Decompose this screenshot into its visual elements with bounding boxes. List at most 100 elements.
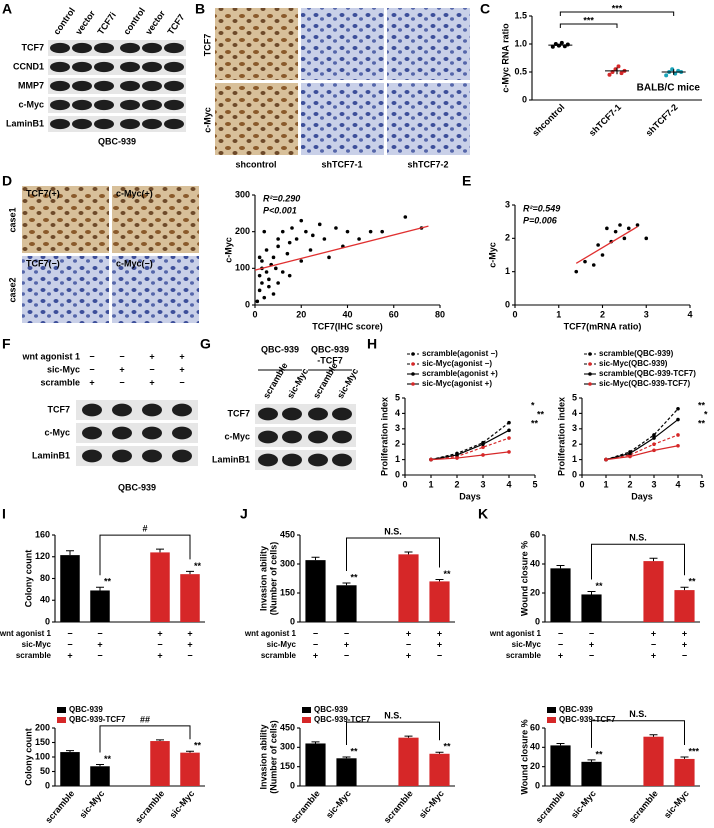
- y-tick-label: 60: [530, 529, 540, 539]
- image-label: c-Myc(+): [116, 188, 153, 198]
- x-tick-label: 60: [389, 309, 399, 319]
- y-tick-label: 60: [530, 722, 540, 732]
- y-tick-label: 1.5: [514, 10, 527, 20]
- y-tick-label: 300: [280, 558, 295, 568]
- condition-label: sic-Myc: [22, 640, 52, 649]
- blot-band: [50, 42, 70, 54]
- lane-label: control: [121, 6, 147, 37]
- blot-row-label: LaminB1: [32, 450, 70, 460]
- x-tick-label: sic-Myc: [77, 788, 106, 820]
- comparison-bracket: [99, 725, 191, 753]
- data-point: [622, 236, 627, 241]
- bar: [60, 555, 80, 622]
- comparison-bracket: [346, 537, 440, 571]
- blot-band: [332, 430, 352, 444]
- lane-label: control: [51, 6, 77, 37]
- series-line: [430, 451, 510, 461]
- error-bar: [66, 750, 74, 753]
- blot-band: [142, 449, 162, 463]
- blot-caption: QBC-939: [98, 136, 136, 146]
- y-tick-label: 0: [245, 299, 250, 309]
- legend-label: QBC-939-TCF7: [69, 715, 126, 724]
- y-axis-label: Wound closure %: [519, 719, 529, 794]
- legend-label: QBC-939: [314, 705, 348, 714]
- error-bar: [587, 759, 596, 762]
- condition-mark: −: [97, 650, 102, 660]
- blot-band: [164, 118, 184, 130]
- y-tick-label: 100: [235, 263, 250, 273]
- y-tick-label: 0: [290, 780, 295, 790]
- y-tick-label: 5: [395, 392, 400, 402]
- condition-mark: +: [119, 364, 124, 374]
- x-tick-label: 0: [512, 309, 517, 319]
- x-axis-label: Days: [631, 491, 653, 501]
- significance-label: **: [104, 754, 112, 764]
- condition-mark: +: [437, 639, 442, 649]
- error-bar: [156, 548, 164, 553]
- error-bar: [587, 591, 596, 595]
- y-tick-label: 1: [572, 454, 577, 464]
- data-point: [276, 244, 280, 249]
- significance-label: **: [194, 741, 202, 751]
- blot-band: [120, 118, 140, 130]
- y-tick-label: 0: [45, 780, 50, 790]
- significance-label: ***: [612, 3, 623, 13]
- data-point: [287, 273, 292, 278]
- bar: [643, 736, 664, 786]
- blot-row-label: c-Myc: [44, 427, 70, 437]
- series-line: [605, 408, 679, 461]
- y-tick-label: 2: [395, 439, 400, 449]
- x-tick-label: 2: [600, 309, 605, 319]
- comparison-bracket: [591, 543, 685, 580]
- y-tick-label: 50: [40, 766, 50, 776]
- data-point: [550, 44, 555, 49]
- lane-label: sic-Myc: [335, 367, 360, 401]
- error-bar: [311, 556, 320, 561]
- data-point: [583, 259, 587, 264]
- row-label: c-Myc: [202, 107, 212, 133]
- data-point: [565, 42, 570, 47]
- legend-marker: [588, 352, 592, 356]
- ihc-image: [22, 186, 109, 253]
- legend-label: sic-Myc(QBC-939): [599, 359, 668, 368]
- bar: [643, 561, 664, 622]
- data-point: [368, 229, 373, 234]
- x-axis-label: TCF7(IHC score): [312, 321, 383, 331]
- legend-marker: [588, 372, 592, 376]
- data-point: [276, 281, 280, 285]
- significance-label: **: [444, 742, 452, 752]
- blot-band: [258, 407, 278, 421]
- ihc-image: [112, 186, 199, 253]
- blot-row-label: MMP7: [18, 80, 44, 90]
- y-axis-label: Wound closure %: [519, 541, 529, 616]
- data-point: [260, 259, 264, 263]
- annotation: BALB/C mice: [637, 83, 701, 94]
- series-line: [430, 437, 510, 461]
- condition-mark: +: [558, 650, 563, 660]
- condition-mark: −: [313, 628, 318, 638]
- y-axis-label: Proliferation index: [556, 397, 566, 476]
- series-marker: [507, 450, 511, 454]
- y-axis-label: Proliferation index: [379, 397, 389, 476]
- data-point: [317, 222, 322, 227]
- y-tick-label: 80: [40, 573, 50, 583]
- condition-mark: +: [89, 377, 94, 387]
- blot-row-label: LaminB1: [6, 118, 44, 128]
- panel-letter: D: [2, 173, 12, 189]
- group-label: -TCF7: [317, 355, 343, 365]
- column-label: shTCF7-2: [407, 159, 448, 169]
- blot-row-label: TCF7: [22, 42, 45, 52]
- blot-row-label: CCND1: [13, 61, 44, 71]
- condition-mark: −: [437, 650, 442, 660]
- x-tick-label: scramble: [133, 788, 166, 825]
- legend-label: sic-Myc(agonist −): [422, 359, 492, 368]
- blot-band: [258, 430, 278, 444]
- legend-marker: [411, 362, 415, 366]
- condition-mark: −: [344, 650, 349, 660]
- legend-marker: [588, 362, 592, 366]
- comparison-label: N.S.: [384, 710, 402, 720]
- blot-band: [142, 61, 162, 73]
- error-bar: [156, 739, 164, 742]
- x-tick-label: sic-Myc: [324, 788, 353, 820]
- comparison-label: #: [142, 524, 147, 534]
